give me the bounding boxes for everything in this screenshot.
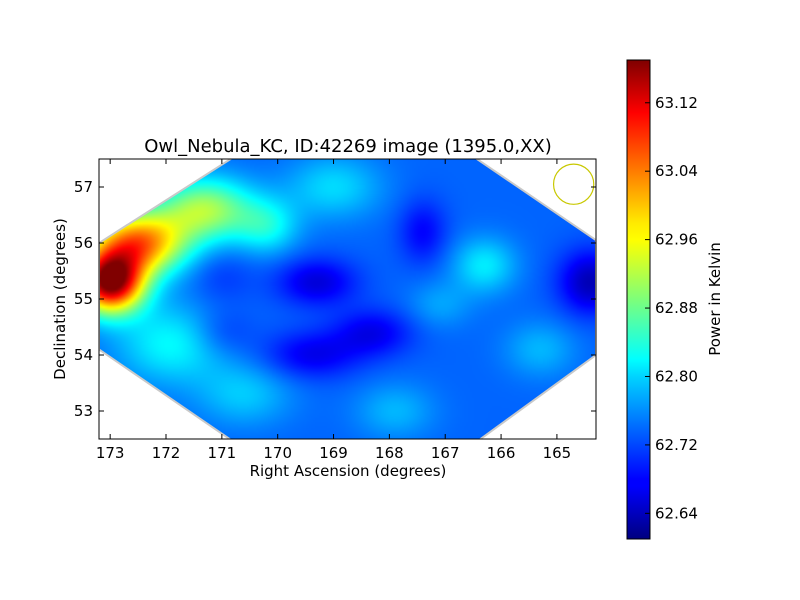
colorbar-label: Power in Kelvin	[706, 242, 724, 356]
colorbar-tick-label: 62.80	[655, 367, 698, 385]
y-tick-label: 56	[74, 234, 93, 252]
colorbar-tick-label: 63.12	[655, 94, 698, 112]
colorbar: 63.12 63.04 62.96 62.88 62.80 62.72 62.64 Powe…	[626, 59, 724, 540]
chart-title: Owl_Nebula_KC, ID:42269 image (1395.0,XX…	[144, 136, 552, 157]
y-tick-label: 53	[74, 402, 93, 420]
colorbar-tick-label: 62.72	[655, 436, 698, 454]
x-tick-label: 172	[152, 444, 181, 462]
y-axis: 53 54 55 56 57	[74, 178, 596, 420]
y-tick-label: 54	[74, 346, 93, 364]
colorbar-ticks: 63.12 63.04 62.96 62.88 62.80 62.72 62.64	[645, 94, 698, 522]
colorbar-tick-label: 62.96	[655, 231, 698, 249]
x-tick-label: 168	[375, 444, 404, 462]
colorbar-gradient	[627, 60, 650, 539]
colorbar-frame	[626, 59, 651, 540]
colorbar-tick-label: 62.64	[655, 504, 698, 522]
beam-circle	[552, 163, 595, 205]
y-tick-label: 57	[74, 178, 93, 196]
x-axis-label: Right Ascension (degrees)	[250, 462, 447, 480]
plot-area	[99, 159, 596, 439]
x-tick-label: 173	[96, 444, 125, 462]
x-tick-label: 170	[263, 444, 292, 462]
heatmap-image	[99, 159, 596, 439]
x-tick-label: 167	[431, 444, 460, 462]
colorbar-tick-label: 63.04	[655, 162, 698, 180]
x-tick-label: 166	[487, 444, 516, 462]
x-tick-label: 171	[208, 444, 237, 462]
footprint-outline	[99, 159, 596, 439]
x-tick-label: 169	[319, 444, 348, 462]
colorbar-tick-label: 62.88	[655, 299, 698, 317]
x-axis: 173 172 171 170 169 168 167 166 165	[96, 159, 571, 462]
y-tick-label: 55	[74, 290, 93, 308]
x-tick-label: 165	[543, 444, 572, 462]
y-axis-label: Declination (degrees)	[51, 218, 69, 380]
